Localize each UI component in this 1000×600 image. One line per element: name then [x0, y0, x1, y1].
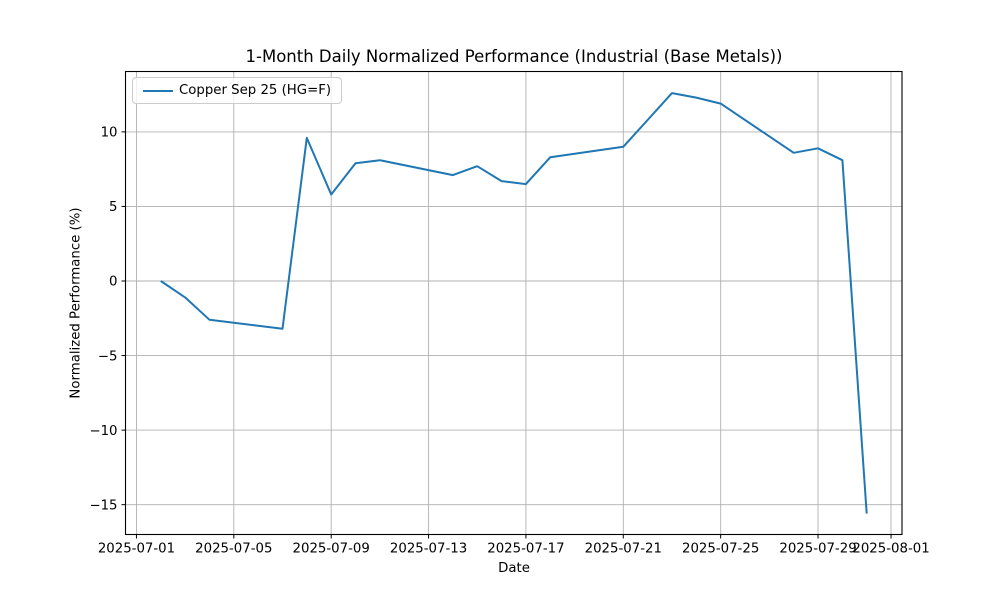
x-tick-label: 2025-07-01: [98, 542, 175, 557]
x-tick-label: 2025-07-17: [487, 542, 564, 557]
plot-border: [124, 70, 903, 536]
y-axis-title: Normalized Performance (%): [68, 207, 84, 399]
legend: Copper Sep 25 (HG=F): [132, 77, 343, 104]
x-axis-title: Date: [498, 561, 530, 576]
y-tick-label: −10: [89, 424, 117, 439]
legend-line-sample-icon: [143, 89, 173, 92]
x-tick-label: 2025-07-21: [585, 542, 662, 557]
y-tick-label: 5: [109, 200, 117, 215]
chart-title: 1-Month Daily Normalized Performance (In…: [245, 47, 783, 66]
x-tick-label: 2025-07-25: [682, 542, 759, 557]
y-tick-label: 10: [101, 126, 118, 141]
y-tick-label: −5: [98, 349, 118, 364]
x-tick-label: 2025-07-05: [195, 542, 272, 557]
x-tick-label: 2025-07-09: [293, 542, 370, 557]
legend-label: Copper Sep 25 (HG=F): [179, 83, 332, 98]
performance-line: [160, 92, 868, 514]
x-tick-label: 2025-07-29: [779, 542, 856, 557]
x-tick-label: 2025-07-13: [390, 542, 467, 557]
x-tick-label: 2025-08-01: [852, 542, 929, 557]
y-tick-label: −15: [89, 498, 117, 513]
y-tick-label: 0: [109, 275, 117, 290]
